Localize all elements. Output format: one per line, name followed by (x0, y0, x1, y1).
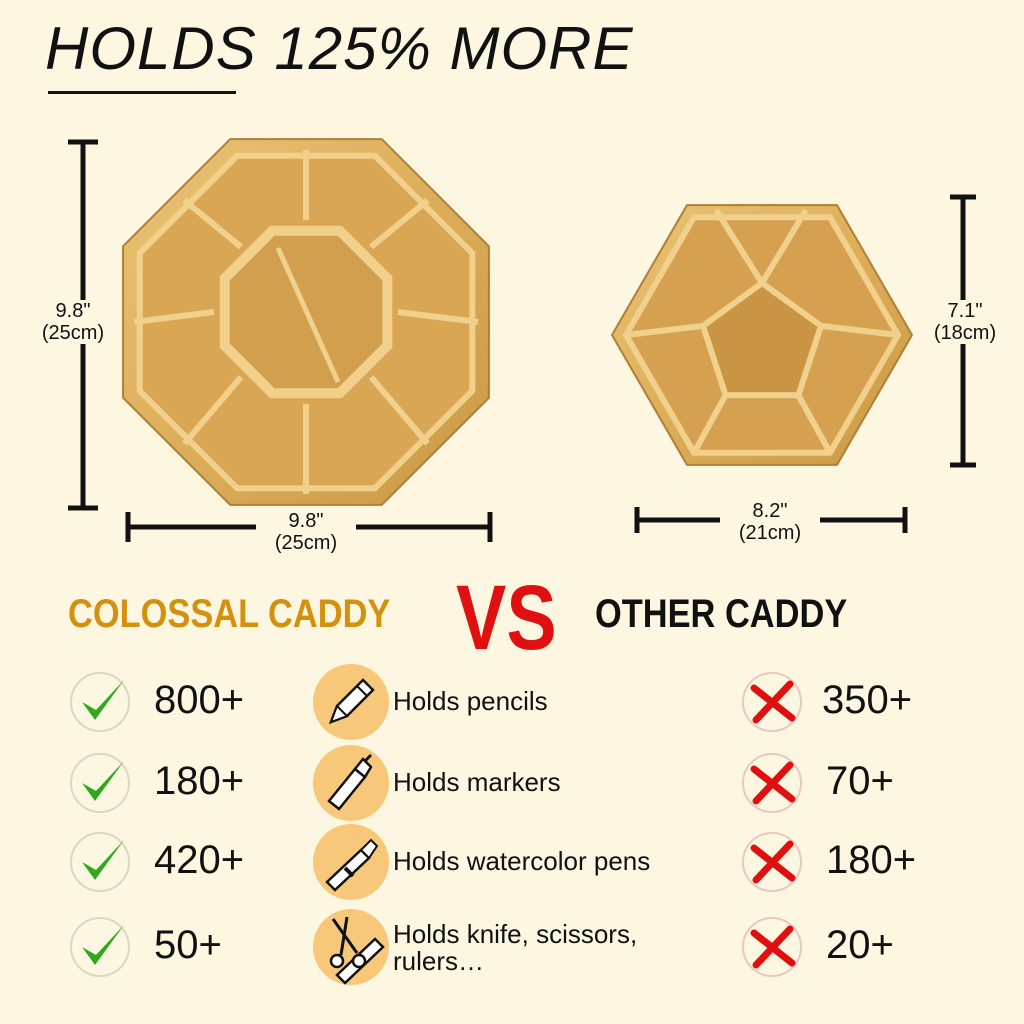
divider (691, 393, 729, 455)
other-value: 350+ (822, 678, 913, 722)
title-underline (48, 91, 236, 94)
other-width-label: 8.2" (21cm) (720, 500, 820, 544)
divider (369, 198, 430, 250)
check-icon (70, 832, 130, 892)
page-title: HOLDS 125% MORE (45, 15, 634, 82)
feature-label: Holds markers (393, 769, 561, 796)
width-cm: (21cm) (738, 522, 802, 544)
colossal-height-label: 9.8" (25cm) (28, 300, 118, 344)
colossal-value: 180+ (154, 759, 245, 803)
feature-icon-circle (313, 745, 389, 821)
colossal-width-label: 9.8" (25cm) (256, 510, 356, 554)
check-icon (70, 917, 130, 977)
divider (368, 375, 430, 446)
feature-icon-circle (313, 824, 389, 900)
feature-label: Holds watercolor pens (393, 848, 650, 875)
divider (759, 208, 809, 285)
other-heading: OTHER CADDY (595, 592, 848, 636)
divider (182, 198, 243, 250)
divider (625, 322, 704, 338)
feature-label: Holds knife, scissors, rulers… (393, 921, 637, 975)
cross-icon (742, 753, 802, 813)
pen-icon (325, 838, 379, 892)
divider (795, 393, 833, 455)
divider (397, 309, 479, 325)
feature-icon-circle (313, 664, 389, 740)
other-value: 20+ (826, 923, 894, 967)
scissors-ruler-icon (329, 916, 385, 985)
feature-text: Holds watercolor pens (393, 846, 651, 876)
feature-text: Holds pencils (393, 686, 548, 716)
marker-icon (327, 753, 373, 811)
divider (713, 208, 765, 285)
feature-label: Holds pencils (393, 688, 548, 715)
other-caddy-center (699, 279, 825, 399)
colossal-value: 420+ (154, 838, 245, 882)
height-inches: 9.8" (55, 300, 91, 322)
divider (820, 322, 899, 338)
caddy-comparison-illustration (68, 138, 976, 542)
check-icon (70, 753, 130, 813)
colossal-value: 50+ (154, 923, 222, 967)
colossal-caddy-image (122, 138, 490, 506)
feature-text-line2: rulers… (393, 946, 485, 976)
other-height-label: 7.1" (18cm) (922, 300, 1008, 344)
vs-label: VS (456, 567, 557, 669)
height-inches: 7.1" (947, 300, 983, 322)
height-cm: (25cm) (41, 322, 105, 344)
width-inches: 9.8" (288, 510, 324, 532)
other-value: 180+ (826, 838, 917, 882)
colossal-value: 800+ (154, 678, 245, 722)
width-cm: (25cm) (274, 532, 338, 554)
check-icon (70, 672, 130, 732)
height-cm: (18cm) (933, 322, 997, 344)
feature-icon-circle (313, 909, 389, 985)
pencil-icon (328, 678, 375, 725)
cross-icon (742, 832, 802, 892)
feature-text: Holds knife, scissors, (393, 919, 638, 949)
other-value: 70+ (826, 759, 894, 803)
divider (182, 375, 244, 446)
colossal-heading: COLOSSAL CADDY (68, 592, 391, 636)
width-inches: 8.2" (752, 500, 788, 522)
other-caddy-image (610, 204, 914, 466)
feature-text: Holds markers (393, 767, 561, 797)
cross-icon (742, 917, 802, 977)
divider (133, 309, 215, 325)
cross-icon (742, 672, 802, 732)
